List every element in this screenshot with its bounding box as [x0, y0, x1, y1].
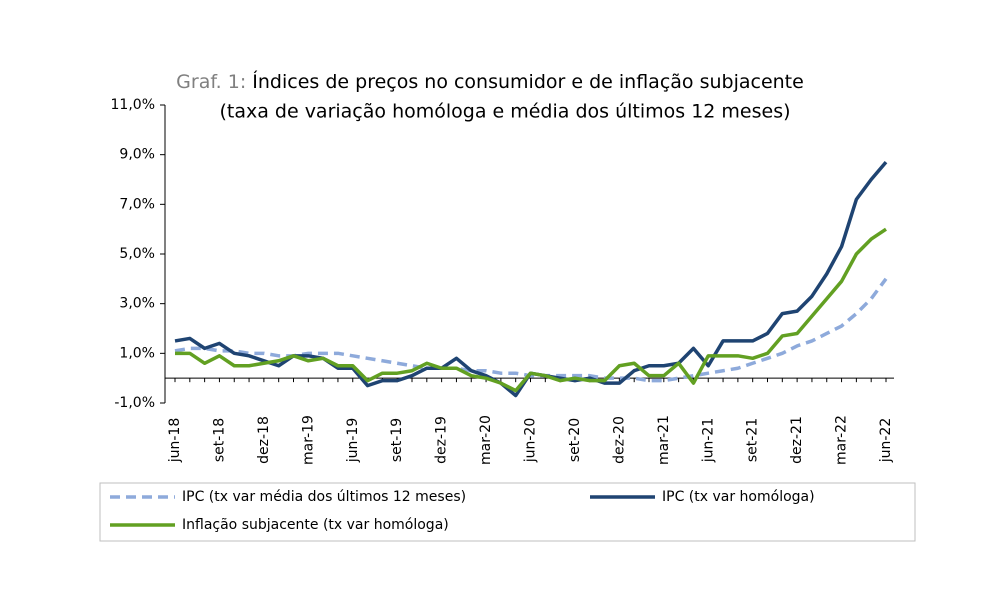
x-tick-label: dez-18	[256, 416, 272, 464]
x-tick-label: dez-20	[611, 416, 627, 464]
x-tick-label: mar-20	[478, 415, 494, 465]
legend-label: IPC (tx var homóloga)	[662, 489, 815, 505]
x-tick-label: set-18	[211, 418, 227, 462]
x-tick-label: dez-19	[434, 416, 450, 464]
series-line	[175, 227, 887, 393]
x-tick-label: set-21	[745, 418, 761, 462]
x-tick-label: mar-19	[300, 415, 316, 465]
y-tick-label: 7,0%	[119, 196, 155, 212]
title-main: Índices de preços no consumidor e de inf…	[252, 70, 804, 93]
legend-label: Inflação subjacente (tx var homóloga)	[182, 517, 449, 533]
x-tick-label: jun-19	[345, 418, 361, 464]
chart-subtitle: (taxa de variação homóloga e média dos ú…	[219, 101, 790, 123]
x-tick-label: set-19	[389, 418, 405, 462]
title-prefix: Graf. 1:	[176, 71, 246, 93]
x-tick-label: jun-18	[167, 418, 183, 464]
y-tick-label: 1,0%	[119, 345, 155, 361]
x-tick-label: mar-22	[834, 415, 850, 465]
x-tick-label: jun-22	[878, 418, 894, 464]
y-tick-label: 11,0%	[111, 97, 155, 113]
x-tick-label: set-20	[567, 418, 583, 462]
x-tick-label: jun-21	[700, 418, 716, 464]
x-tick-label: mar-21	[656, 415, 672, 465]
y-tick-label: 5,0%	[119, 246, 155, 262]
y-tick-label: 9,0%	[119, 147, 155, 163]
y-tick-label: -1,0%	[114, 395, 155, 411]
legend-box	[99, 482, 916, 542]
x-tick-label: dez-21	[789, 416, 805, 464]
chart-title: Graf. 1: Índices de preços no consumidor…	[176, 70, 804, 93]
y-tick-label: 3,0%	[119, 296, 155, 312]
legend-label: IPC (tx var média dos últimos 12 meses)	[182, 489, 466, 505]
x-tick-label: jun-20	[523, 418, 539, 464]
